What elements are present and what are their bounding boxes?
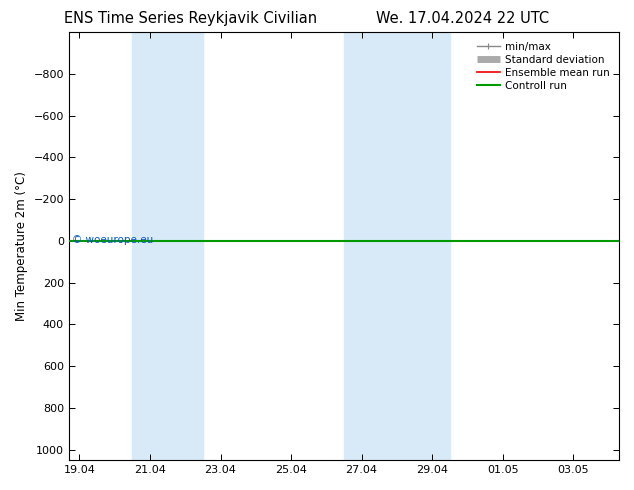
- Y-axis label: Min Temperature 2m (°C): Min Temperature 2m (°C): [15, 171, 28, 321]
- Text: We. 17.04.2024 22 UTC: We. 17.04.2024 22 UTC: [376, 11, 550, 26]
- Bar: [133, 32, 203, 460]
- Text: ENS Time Series Reykjavik Civilian: ENS Time Series Reykjavik Civilian: [63, 11, 317, 26]
- Bar: [344, 32, 450, 460]
- Legend: min/max, Standard deviation, Ensemble mean run, Controll run: min/max, Standard deviation, Ensemble me…: [472, 37, 614, 95]
- Text: © woeurope.eu: © woeurope.eu: [72, 235, 153, 245]
